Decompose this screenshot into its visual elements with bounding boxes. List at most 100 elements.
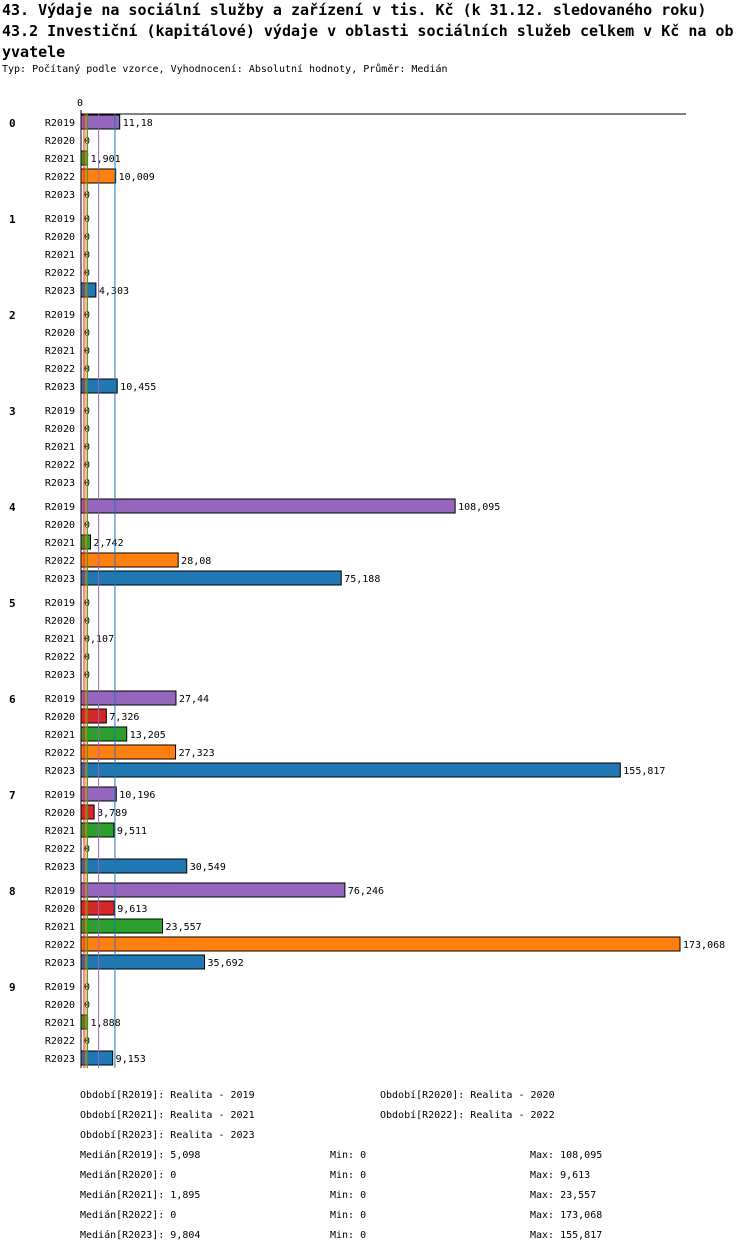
data-label-0-r2019: 11,18 bbox=[123, 118, 153, 129]
bar-4-r2019 bbox=[80, 498, 456, 514]
series-label-0-r2021: R2021 bbox=[45, 154, 75, 165]
stat-max-r2023: Max: 155,817 bbox=[530, 1230, 603, 1241]
series-label-2-r2020: R2020 bbox=[45, 328, 75, 339]
chart-title-line-3: yvatele bbox=[2, 43, 66, 61]
chart-subtitle: Typ: Počítaný podle vzorce, Vyhodnocení:… bbox=[2, 64, 448, 75]
series-label-4-r2021: R2021 bbox=[45, 538, 75, 549]
data-label-5-r2022: 0 bbox=[84, 652, 90, 663]
bar-6-r2020 bbox=[80, 708, 107, 724]
bar-6-r2022 bbox=[80, 744, 177, 760]
series-label-1-r2021: R2021 bbox=[45, 250, 75, 261]
series-label-3-r2020: R2020 bbox=[45, 424, 75, 435]
data-label-8-r2019: 76,246 bbox=[348, 886, 384, 897]
series-label-9-r2021: R2021 bbox=[45, 1018, 75, 1029]
bar-8-r2022 bbox=[80, 936, 681, 952]
data-label-7-r2020: 3,789 bbox=[97, 808, 127, 819]
category-label-2: 2 bbox=[9, 309, 16, 322]
category-label-3: 3 bbox=[9, 405, 16, 418]
series-label-5-r2019: R2019 bbox=[45, 598, 75, 609]
series-label-9-r2022: R2022 bbox=[45, 1036, 75, 1047]
series-label-1-r2023: R2023 bbox=[45, 286, 75, 297]
category-label-7: 7 bbox=[9, 789, 16, 802]
data-label-2-r2021: 0 bbox=[84, 346, 90, 357]
category-label-0: 0 bbox=[9, 117, 16, 130]
stat-median-r2023: Medián[R2023]: 9,804 bbox=[80, 1230, 201, 1241]
series-label-1-r2020: R2020 bbox=[45, 232, 75, 243]
data-label-3-r2019: 0 bbox=[84, 406, 90, 417]
data-label-6-r2020: 7,326 bbox=[109, 712, 139, 723]
data-label-2-r2020: 0 bbox=[84, 328, 90, 339]
series-label-4-r2019: R2019 bbox=[45, 502, 75, 513]
data-label-0-r2021: 1,901 bbox=[91, 154, 121, 165]
series-label-3-r2022: R2022 bbox=[45, 460, 75, 471]
data-label-4-r2021: 2,742 bbox=[93, 538, 123, 549]
stat-max-r2022: Max: 173,068 bbox=[530, 1210, 603, 1221]
stat-min-r2023: Min: 0 bbox=[330, 1230, 367, 1241]
bar-6-r2019 bbox=[80, 690, 177, 706]
stat-min-r2021: Min: 0 bbox=[330, 1190, 367, 1201]
bar-7-r2023 bbox=[80, 858, 188, 874]
data-label-6-r2023: 155,817 bbox=[623, 766, 665, 777]
series-label-5-r2021: R2021 bbox=[45, 634, 75, 645]
series-label-9-r2019: R2019 bbox=[45, 982, 75, 993]
data-label-4-r2020: 0 bbox=[84, 520, 90, 531]
series-label-2-r2021: R2021 bbox=[45, 346, 75, 357]
stat-max-r2020: Max: 9,613 bbox=[530, 1170, 591, 1181]
stat-median-r2021: Medián[R2021]: 1,895 bbox=[80, 1190, 201, 1201]
series-label-0-r2020: R2020 bbox=[45, 136, 75, 147]
data-label-8-r2023: 35,692 bbox=[208, 958, 244, 969]
chart-title-line-1: 43. Výdaje na sociální služby a zařízení… bbox=[2, 1, 707, 19]
legend-entry-r2019: Období[R2019]: Realita - 2019 bbox=[80, 1090, 255, 1101]
data-label-1-r2019: 0 bbox=[84, 214, 90, 225]
stat-median-r2022: Medián[R2022]: 0 bbox=[80, 1210, 177, 1221]
series-label-4-r2023: R2023 bbox=[45, 574, 75, 585]
legend-entry-r2021: Období[R2021]: Realita - 2021 bbox=[80, 1110, 255, 1121]
data-label-7-r2021: 9,511 bbox=[117, 826, 147, 837]
chart-title-line-2: 43.2 Investiční (kapitálové) výdaje v ob… bbox=[2, 22, 734, 40]
series-label-0-r2019: R2019 bbox=[45, 118, 75, 129]
stat-median-r2020: Medián[R2020]: 0 bbox=[80, 1170, 177, 1181]
data-label-3-r2020: 0 bbox=[84, 424, 90, 435]
series-label-7-r2019: R2019 bbox=[45, 790, 75, 801]
bar-1-r2023 bbox=[80, 282, 97, 298]
series-label-9-r2023: R2023 bbox=[45, 1054, 75, 1065]
data-label-7-r2022: 0 bbox=[84, 844, 90, 855]
data-label-8-r2022: 173,068 bbox=[683, 940, 725, 951]
category-label-1: 1 bbox=[9, 213, 16, 226]
data-label-9-r2022: 0 bbox=[84, 1036, 90, 1047]
category-label-8: 8 bbox=[9, 885, 16, 898]
stat-max-r2021: Max: 23,557 bbox=[530, 1190, 597, 1201]
data-label-1-r2020: 0 bbox=[84, 232, 90, 243]
series-label-8-r2023: R2023 bbox=[45, 958, 75, 969]
data-label-3-r2023: 0 bbox=[84, 478, 90, 489]
series-label-3-r2021: R2021 bbox=[45, 442, 75, 453]
data-label-9-r2020: 0 bbox=[84, 1000, 90, 1011]
data-label-9-r2023: 9,153 bbox=[116, 1054, 146, 1065]
series-label-7-r2023: R2023 bbox=[45, 862, 75, 873]
series-label-8-r2020: R2020 bbox=[45, 904, 75, 915]
bar-8-r2021 bbox=[80, 918, 164, 934]
stat-min-r2022: Min: 0 bbox=[330, 1210, 367, 1221]
data-label-7-r2019: 10,196 bbox=[119, 790, 155, 801]
bar-4-r2022 bbox=[80, 552, 179, 568]
data-label-1-r2022: 0 bbox=[84, 268, 90, 279]
stat-min-r2019: Min: 0 bbox=[330, 1150, 367, 1161]
series-label-1-r2019: R2019 bbox=[45, 214, 75, 225]
series-label-6-r2019: R2019 bbox=[45, 694, 75, 705]
category-label-5: 5 bbox=[9, 597, 16, 610]
data-label-5-r2020: 0 bbox=[84, 616, 90, 627]
series-label-4-r2022: R2022 bbox=[45, 556, 75, 567]
data-label-2-r2022: 0 bbox=[84, 364, 90, 375]
data-label-6-r2019: 27,44 bbox=[179, 694, 209, 705]
series-label-8-r2019: R2019 bbox=[45, 886, 75, 897]
data-label-9-r2021: 1,888 bbox=[91, 1018, 121, 1029]
data-label-2-r2023: 10,455 bbox=[120, 382, 156, 393]
category-label-9: 9 bbox=[9, 981, 16, 994]
series-label-6-r2023: R2023 bbox=[45, 766, 75, 777]
category-label-4: 4 bbox=[9, 501, 16, 514]
data-label-4-r2022: 28,08 bbox=[181, 556, 211, 567]
series-label-5-r2020: R2020 bbox=[45, 616, 75, 627]
data-label-5-r2023: 0 bbox=[84, 670, 90, 681]
series-label-3-r2019: R2019 bbox=[45, 406, 75, 417]
